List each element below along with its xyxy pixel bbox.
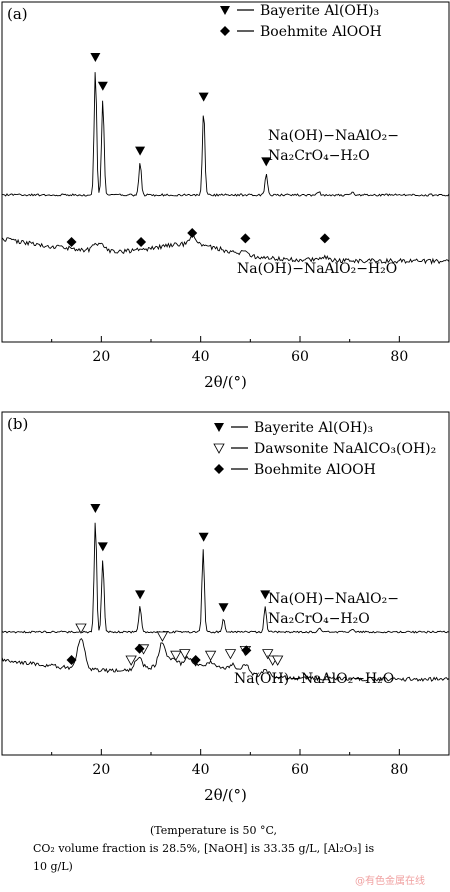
dawsonite-marker — [75, 623, 87, 634]
dawsonite-marker — [125, 655, 137, 666]
series-line — [1, 232, 450, 265]
x-tick-label: 40 — [192, 349, 210, 365]
bayerite-marker — [97, 81, 108, 91]
caption-line-3: 10 g/L) — [33, 860, 73, 873]
panel-label: (b) — [7, 415, 28, 433]
x-tick-label: 80 — [390, 762, 408, 778]
bayerite-marker — [97, 542, 108, 552]
caption-line-2: CO₂ volume fraction is 28.5%, [NaOH] is … — [33, 842, 375, 855]
dawsonite-marker — [179, 649, 191, 660]
legend-label: Bayerite Al(OH)₃ — [260, 3, 379, 19]
x-tick-label: 20 — [92, 349, 110, 365]
legend-marker — [214, 423, 224, 432]
bayerite-marker — [135, 146, 146, 156]
bayerite-marker — [90, 53, 101, 62]
x-axis-label: 2θ/(°) — [204, 786, 247, 804]
series-label: Na₂CrO₄−H₂O — [268, 148, 370, 164]
bayerite-marker — [198, 92, 209, 102]
plot-frame — [1, 1, 450, 343]
series-label: Na(OH)−NaAlO₂− — [268, 128, 399, 144]
panel-label: (a) — [7, 5, 28, 23]
series-label: Na(OH)−NaAlO₂− — [268, 591, 399, 607]
boehmite-marker — [240, 233, 251, 244]
plot-frame — [1, 411, 450, 756]
series-line — [1, 638, 450, 682]
dawsonite-marker — [156, 631, 169, 642]
x-tick-label: 20 — [92, 762, 110, 778]
legend-marker — [220, 6, 230, 15]
x-tick-label: 80 — [390, 349, 408, 365]
legend-label: Dawsonite NaAlCO₃(OH)₂ — [254, 441, 436, 457]
series-line — [2, 72, 450, 197]
series-label: Na(OH)−NaAlO₂−H₂O — [237, 261, 397, 277]
dawsonite-marker — [271, 655, 284, 666]
boehmite-marker — [187, 228, 198, 238]
boehmite-marker — [190, 655, 201, 665]
dawsonite-marker — [262, 649, 274, 660]
series-label: Na₂CrO₄−H₂O — [268, 611, 370, 627]
boehmite-marker — [319, 233, 330, 244]
dawsonite-marker — [224, 649, 237, 660]
bayerite-marker — [260, 590, 271, 600]
series-label: Na(OH)−NaAlO₂−H₂O — [234, 671, 394, 687]
bayerite-marker — [261, 157, 272, 167]
boehmite-marker — [241, 645, 252, 656]
legend-marker — [213, 443, 225, 454]
boehmite-marker — [134, 643, 145, 654]
boehmite-marker — [66, 655, 77, 665]
bayerite-marker — [198, 532, 209, 542]
boehmite-marker — [136, 237, 147, 247]
legend-label: Bayerite Al(OH)₃ — [254, 420, 373, 436]
bayerite-marker — [135, 590, 146, 600]
legend-label: Boehmite AlOOH — [254, 462, 376, 478]
series-line — [1, 522, 450, 634]
bayerite-marker — [218, 603, 229, 613]
dawsonite-marker — [170, 650, 182, 662]
legend-marker — [214, 464, 224, 474]
x-tick-label: 60 — [291, 762, 309, 778]
dawsonite-marker — [204, 650, 217, 662]
bayerite-marker — [90, 504, 101, 513]
legend-marker — [220, 26, 230, 36]
caption-line-1: (Temperature is 50 °C, — [150, 824, 278, 837]
x-tick-label: 60 — [291, 349, 309, 365]
x-tick-label: 40 — [192, 762, 210, 778]
boehmite-marker — [66, 237, 77, 247]
watermark: @有色金属在线 — [355, 876, 425, 887]
legend-label: Boehmite AlOOH — [260, 24, 382, 40]
x-axis-label: 2θ/(°) — [204, 373, 247, 391]
